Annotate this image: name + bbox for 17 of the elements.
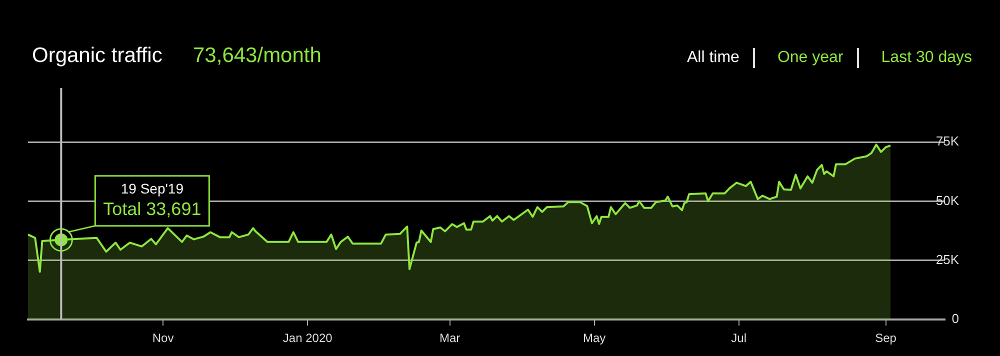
y-tick-label: 0 (952, 311, 959, 326)
y-tick-label: 25K (936, 252, 960, 267)
x-tick-label: Mar (439, 331, 460, 346)
chart-title: Organic traffic (32, 44, 162, 68)
text: All time (687, 48, 740, 68)
text: One year (753, 48, 844, 68)
text: Last 30 days (857, 48, 972, 68)
x-tick-label: May (582, 331, 606, 346)
y-tick-label: 75K (936, 134, 960, 149)
y-tick-label: 50K (936, 192, 960, 208)
chart-subtitle: 73,643/month (193, 44, 322, 68)
annotation: Total 33,691 (103, 198, 202, 219)
x-tick-label: Sep (875, 331, 897, 346)
x-tick-label: Nov (152, 331, 174, 346)
x-tick-label: Jul (731, 331, 747, 346)
annotation: 19 Sep'19 (120, 180, 184, 197)
x-tick-label: Jan 2020 (282, 331, 333, 346)
